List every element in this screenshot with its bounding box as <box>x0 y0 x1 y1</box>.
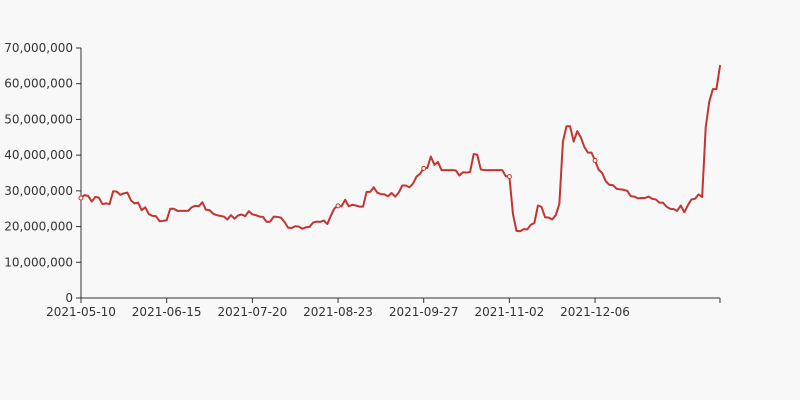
x-axis: 2021-05-10 2021-06-15 2021-07-20 2021-08-23… <box>46 297 721 319</box>
y-tick-label: 0 <box>65 291 73 305</box>
y-tick-label: 60,000,000 <box>4 77 73 91</box>
x-tick-label: 2021-12-06 <box>560 305 630 319</box>
plot-area <box>78 64 721 233</box>
x-tick-label: 2021-05-10 <box>46 305 116 319</box>
y-tick-label: 20,000,000 <box>4 220 73 234</box>
data-point <box>335 203 341 209</box>
x-tick-label: 2021-09-27 <box>389 305 459 319</box>
y-tick-label: 30,000,000 <box>4 184 73 198</box>
y-axis: 0 10,000,000 20,000,000 30,000,000 40,000,00… <box>4 41 82 305</box>
data-point <box>421 165 427 171</box>
x-tick-label: 2021-06-15 <box>132 305 202 319</box>
x-tick-label: 2021-07-20 <box>217 305 287 319</box>
y-tick-label: 70,000,000 <box>4 41 73 55</box>
data-point <box>592 158 598 163</box>
data-point <box>506 174 512 180</box>
y-tick-label: 10,000,000 <box>4 255 73 269</box>
x-tick-label: 2021-08-23 <box>303 305 373 319</box>
y-tick-label: 50,000,000 <box>4 112 73 126</box>
x-tick-label: 2021-11-02 <box>475 305 545 319</box>
y-tick-label: 40,000,000 <box>4 148 73 162</box>
series-line <box>80 64 721 233</box>
data-point <box>78 195 84 201</box>
